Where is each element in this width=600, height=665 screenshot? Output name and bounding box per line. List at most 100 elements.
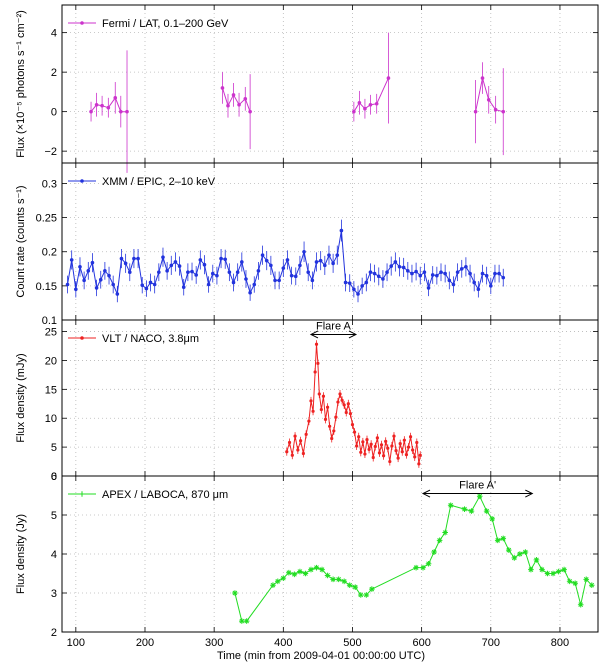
data-point: [402, 438, 406, 442]
data-point: [304, 432, 308, 436]
x-tick-label: 300: [205, 637, 223, 649]
data-point: [588, 582, 595, 588]
y-tick-label: −2: [44, 146, 57, 158]
data-point: [186, 270, 190, 275]
y-tick-label: 15: [45, 384, 57, 396]
data-point: [400, 450, 404, 454]
data-point: [291, 571, 298, 578]
legend-label: VLT / NACO, 3.8μm: [102, 333, 199, 345]
data-point: [231, 280, 236, 285]
data-point: [392, 434, 396, 438]
data-point: [152, 282, 157, 287]
y-tick-label: 2: [51, 67, 57, 79]
data-point: [260, 253, 265, 257]
flare-label: Flare A: [316, 320, 352, 332]
y-tick-label: 3: [51, 588, 57, 600]
data-point: [501, 275, 506, 280]
data-point: [219, 256, 223, 261]
data-point: [501, 109, 506, 114]
data-point: [252, 282, 257, 287]
data-point: [270, 582, 276, 588]
data-point: [226, 103, 230, 108]
data-point: [377, 451, 382, 455]
data-point: [390, 444, 394, 448]
data-point: [332, 429, 336, 433]
x-tick-label: 100: [67, 637, 85, 649]
data-point: [461, 506, 468, 512]
data-point: [544, 570, 551, 577]
data-point: [489, 516, 495, 522]
data-point: [280, 575, 287, 581]
y-tick-label: 4: [51, 28, 57, 40]
data-point: [497, 271, 501, 276]
legend-label: Fermi / LAT, 0.1–200 GeV: [102, 18, 229, 30]
data-point: [86, 269, 91, 273]
data-point: [455, 270, 460, 275]
data-point: [334, 415, 338, 419]
data-point: [352, 287, 356, 292]
data-point: [335, 253, 340, 257]
y-tick-label: 0: [51, 107, 57, 119]
data-point: [561, 566, 567, 573]
data-point: [480, 76, 485, 80]
data-point: [398, 442, 402, 446]
data-point: [369, 586, 375, 592]
series-line: [475, 77, 504, 113]
y-tick-label: 0: [51, 471, 57, 483]
data-point: [317, 392, 321, 396]
data-point: [422, 270, 427, 275]
data-point: [493, 107, 498, 112]
data-point: [379, 443, 384, 447]
data-point: [517, 551, 523, 557]
data-point: [368, 270, 373, 275]
data-point: [361, 440, 365, 444]
data-point: [331, 261, 335, 266]
data-point: [415, 440, 419, 445]
data-point: [373, 444, 377, 449]
data-point: [406, 445, 411, 449]
data-point: [94, 286, 99, 290]
data-point: [330, 436, 334, 441]
data-point: [65, 282, 70, 287]
data-point: [293, 274, 298, 279]
data-point: [323, 263, 327, 268]
data-point: [308, 566, 314, 573]
data-point: [237, 102, 241, 107]
data-point: [227, 270, 232, 275]
x-tick-label: 400: [274, 637, 292, 649]
data-point: [483, 508, 490, 514]
data-point: [436, 537, 443, 544]
series-line: [286, 344, 421, 464]
y-tick-label: 20: [45, 355, 57, 367]
legend-marker: [80, 179, 84, 183]
data-point: [577, 601, 584, 608]
y-axis-label: Flux (×10⁻⁵ photons s⁻¹ cm⁻²): [15, 10, 27, 158]
data-point: [493, 271, 497, 276]
data-point: [389, 264, 394, 268]
y-tick-label: 25: [45, 327, 57, 339]
data-point: [447, 502, 454, 509]
data-point: [451, 282, 456, 287]
data-point: [533, 557, 540, 563]
legend-label: XMM / EPIC, 2–10 keV: [102, 176, 216, 188]
data-point: [301, 451, 305, 456]
data-point: [157, 270, 161, 275]
data-point: [299, 439, 303, 443]
data-point: [89, 109, 93, 114]
data-point: [480, 271, 485, 276]
data-point: [327, 253, 331, 257]
data-point: [352, 109, 356, 114]
data-point: [328, 424, 332, 428]
data-point: [352, 430, 357, 434]
data-point: [118, 109, 123, 114]
data-point: [443, 271, 447, 276]
data-point: [476, 493, 483, 500]
data-point: [505, 547, 512, 553]
data-point: [285, 450, 289, 454]
data-point: [194, 273, 198, 277]
data-point: [393, 260, 398, 264]
data-point: [350, 422, 355, 427]
data-point: [148, 280, 153, 285]
data-point: [386, 76, 391, 80]
